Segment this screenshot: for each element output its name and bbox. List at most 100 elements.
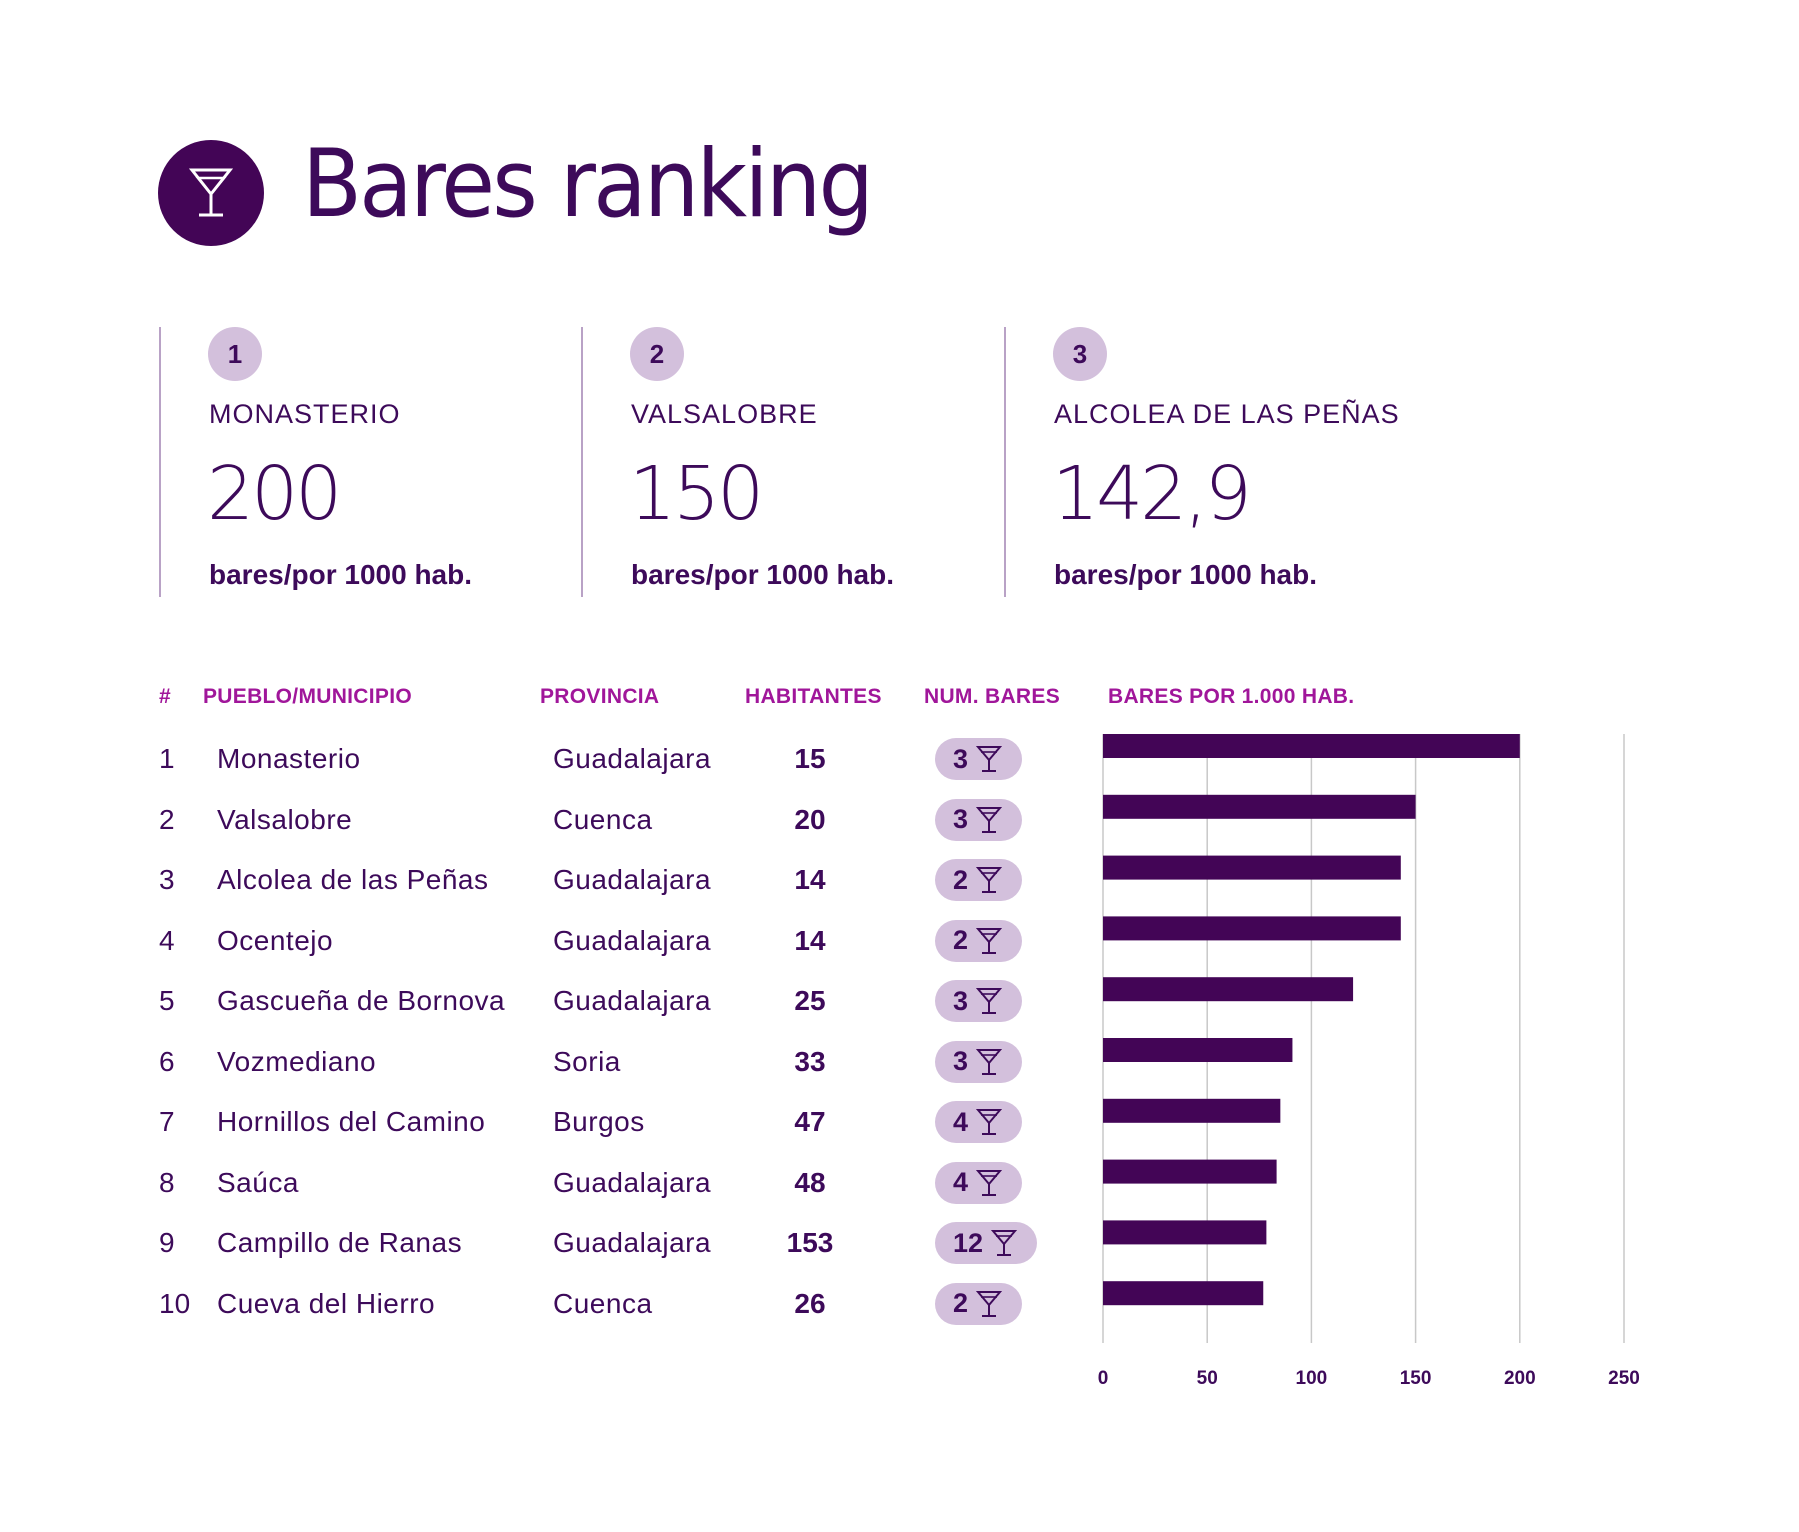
num-bars-badge: 3 <box>935 1040 1023 1083</box>
row-rank: 10 <box>159 1287 191 1319</box>
stat-value: 150 <box>629 451 764 537</box>
table-row: 2 Valsalobre Cuenca 20 3 <box>0 790 1799 850</box>
num-bars-value: 2 <box>953 1288 969 1318</box>
num-bars-badge: 2 <box>935 1282 1023 1325</box>
stat-card-3: 3 ALCOLEA DE LAS PEÑAS 142,9 bares/por 1… <box>1004 327 1426 597</box>
cocktail-glass-icon <box>976 1048 1003 1075</box>
row-town-name: Cueva del Hierro <box>217 1287 436 1319</box>
num-bars-badge: 3 <box>935 738 1023 780</box>
row-town-name: Gascueña de Bornova <box>217 985 506 1016</box>
row-rank: 6 <box>159 1045 175 1077</box>
num-bars-badge: 2 <box>935 919 1023 962</box>
rank-badge: 2 <box>630 327 684 381</box>
table-row: 8 Saúca Guadalajara 48 4 <box>0 1153 1799 1213</box>
table-row: 9 Campillo de Ranas Guadalajara 153 12 <box>0 1213 1799 1273</box>
row-province: Cuenca <box>553 1287 653 1319</box>
row-province: Soria <box>553 1045 621 1077</box>
row-town-name: Valsalobre <box>217 803 353 835</box>
table-row: 10 Cueva del Hierro Cuenca 26 2 <box>0 1274 1799 1334</box>
num-bars-value: 4 <box>953 1167 969 1197</box>
row-rank: 4 <box>159 924 175 956</box>
row-population: 15 <box>794 743 826 774</box>
row-province: Guadalajara <box>553 924 712 956</box>
table-row: 4 Ocentejo Guadalajara 14 2 <box>0 911 1799 971</box>
stat-unit: bares/por 1000 hab. <box>1054 559 1318 590</box>
num-bars-badge: 12 <box>935 1222 1038 1264</box>
x-tick-label: 200 <box>1504 1368 1536 1389</box>
row-province: Guadalajara <box>553 1227 712 1258</box>
x-tick-label: 250 <box>1608 1368 1640 1389</box>
table-row: 6 Vozmediano Soria 33 3 <box>0 1032 1799 1092</box>
row-town-name: Hornillos del Camino <box>217 1106 486 1137</box>
row-rank: 2 <box>159 803 175 835</box>
row-rank: 8 <box>159 1166 175 1198</box>
num-bars-badge: 4 <box>935 1161 1023 1204</box>
header-town: PUEBLO/MUNICIPIO <box>203 685 412 708</box>
rank-badge: 1 <box>208 327 262 381</box>
num-bars-value: 2 <box>953 925 969 955</box>
row-population: 25 <box>794 985 826 1016</box>
x-tick-label: 100 <box>1296 1368 1328 1389</box>
cocktail-glass-icon <box>976 927 1003 954</box>
row-population: 14 <box>794 864 826 895</box>
stat-town-name: MONASTERIO <box>209 399 401 429</box>
row-province: Guadalajara <box>553 985 712 1016</box>
cocktail-glass-icon <box>976 1169 1003 1196</box>
row-province: Guadalajara <box>553 864 712 895</box>
num-bars-value: 3 <box>953 985 969 1016</box>
row-town-name: Vozmediano <box>217 1045 377 1077</box>
cocktail-glass-icon <box>976 1109 1003 1135</box>
stat-card-2: 2 VALSALOBRE 150 bares/por 1000 hab. <box>581 327 1003 597</box>
num-bars-value: 3 <box>953 1046 969 1076</box>
row-town-name: Saúca <box>217 1166 299 1198</box>
stat-unit: bares/por 1000 hab. <box>631 559 895 590</box>
cocktail-glass-icon <box>189 168 233 217</box>
header-rank: # <box>159 685 171 708</box>
row-population: 33 <box>794 1045 826 1077</box>
x-axis-ticks: 0 50 100 150 200 250 <box>1098 1368 1640 1389</box>
row-population: 20 <box>794 803 826 835</box>
stat-card-1: 1 MONASTERIO 200 bares/por 1000 hab. <box>159 327 581 597</box>
stat-town-name: VALSALOBRE <box>631 399 818 429</box>
cocktail-glass-icon <box>976 988 1003 1014</box>
row-population: 48 <box>794 1166 826 1198</box>
header-population: HABITANTES <box>745 685 882 708</box>
row-province: Cuenca <box>553 803 653 835</box>
page-title: Bares ranking <box>302 130 874 239</box>
cocktail-glass-icon <box>976 867 1003 893</box>
stat-value: 200 <box>207 451 342 537</box>
stat-town-name: ALCOLEA DE LAS PEÑAS <box>1054 399 1400 429</box>
cocktail-glass-icon <box>976 1290 1003 1317</box>
table-row: 7 Hornillos del Camino Burgos 47 4 <box>0 1092 1799 1152</box>
header-province: PROVINCIA <box>540 685 660 708</box>
cocktail-glass-icon <box>976 806 1003 833</box>
rank-badge: 3 <box>1053 327 1107 381</box>
stat-unit: bares/por 1000 hab. <box>209 559 473 590</box>
row-province: Guadalajara <box>553 1166 712 1198</box>
num-bars-value: 2 <box>953 864 969 895</box>
row-population: 14 <box>794 924 826 956</box>
cocktail-glass-icon <box>991 1230 1018 1256</box>
num-bars-badge: 4 <box>935 1101 1023 1143</box>
table-row: 1 Monasterio Guadalajara 15 3 <box>0 729 1799 789</box>
num-bars-badge: 3 <box>935 798 1023 841</box>
row-province: Guadalajara <box>553 743 712 774</box>
row-rank: 5 <box>159 985 175 1016</box>
num-bars-value: 4 <box>953 1106 969 1137</box>
num-bars-value: 3 <box>953 743 969 774</box>
x-tick-label: 50 <box>1197 1368 1218 1389</box>
x-tick-label: 150 <box>1400 1368 1432 1389</box>
num-bars-value: 12 <box>953 1227 984 1258</box>
row-rank: 3 <box>159 864 175 895</box>
table-row: 3 Alcolea de las Peñas Guadalajara 14 2 <box>0 850 1799 910</box>
row-town-name: Ocentejo <box>217 924 334 956</box>
row-rank: 1 <box>159 743 175 774</box>
row-population: 47 <box>794 1106 826 1137</box>
row-town-name: Campillo de Ranas <box>217 1227 463 1258</box>
header-num-bars: NUM. BARES <box>924 685 1061 708</box>
row-population: 26 <box>794 1287 826 1319</box>
row-rank: 9 <box>159 1227 175 1258</box>
row-town-name: Monasterio <box>217 743 361 774</box>
num-bars-badge: 2 <box>935 859 1023 901</box>
row-town-name: Alcolea de las Peñas <box>217 864 489 895</box>
